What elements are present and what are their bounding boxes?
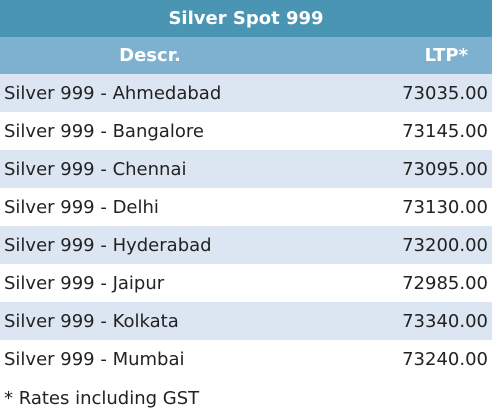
column-header: LTP* <box>300 37 492 74</box>
description-cell: Silver 999 - Mumbai <box>0 340 300 378</box>
price-cell: 73145.00 <box>300 112 492 150</box>
price-cell: 73200.00 <box>300 226 492 264</box>
table-title: Silver Spot 999 <box>0 0 492 37</box>
table-row: Silver 999 - Chennai 73095.00 <box>0 150 492 188</box>
table-row: Silver 999 - Delhi 73130.00 <box>0 188 492 226</box>
price-cell: 73095.00 <box>300 150 492 188</box>
description-cell: Silver 999 - Jaipur <box>0 264 300 302</box>
description-cell: Silver 999 - Kolkata <box>0 302 300 340</box>
table-row: Silver 999 - Ahmedabad 73035.00 <box>0 74 492 112</box>
price-cell: 73240.00 <box>300 340 492 378</box>
description-cell: Silver 999 - Hyderabad <box>0 226 300 264</box>
rates-table: Silver Spot 999 Descr. LTP* Silver 999 -… <box>0 0 492 378</box>
price-cell: 72985.00 <box>300 264 492 302</box>
description-cell: Silver 999 - Delhi <box>0 188 300 226</box>
price-cell: 73035.00 <box>300 74 492 112</box>
title-row: Silver Spot 999 <box>0 0 492 37</box>
table-head: Silver Spot 999 Descr. LTP* <box>0 0 492 74</box>
table-row: Silver 999 - Mumbai 73240.00 <box>0 340 492 378</box>
price-cell: 73340.00 <box>300 302 492 340</box>
table-row: Silver 999 - Kolkata 73340.00 <box>0 302 492 340</box>
price-cell: 73130.00 <box>300 188 492 226</box>
table-row: Silver 999 - Jaipur 72985.00 <box>0 264 492 302</box>
description-cell: Silver 999 - Chennai <box>0 150 300 188</box>
header-row: Descr. LTP* <box>0 37 492 74</box>
description-cell: Silver 999 - Ahmedabad <box>0 74 300 112</box>
table-row: Silver 999 - Hyderabad 73200.00 <box>0 226 492 264</box>
footnote: * Rates including GST <box>4 388 200 409</box>
description-cell: Silver 999 - Bangalore <box>0 112 300 150</box>
table-body: Silver 999 - Ahmedabad 73035.00 Silver 999… <box>0 74 492 378</box>
column-header: Descr. <box>0 37 300 74</box>
table-row: Silver 999 - Bangalore 73145.00 <box>0 112 492 150</box>
